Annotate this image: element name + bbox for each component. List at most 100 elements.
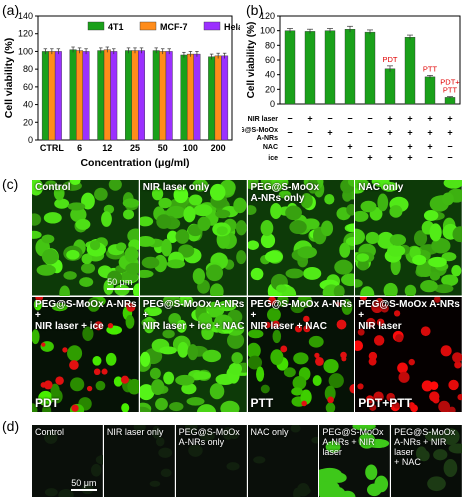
cell-blob bbox=[187, 343, 198, 360]
panel_c-micrograph: PEG@S-MoOx A-NRs + NIR laser + ice PDT bbox=[32, 296, 139, 412]
cell-blob bbox=[252, 456, 265, 464]
condition-sign: + bbox=[387, 153, 392, 163]
bar bbox=[48, 51, 56, 141]
cell-blob bbox=[441, 252, 457, 262]
condition-sign: + bbox=[427, 142, 432, 152]
panel-label-b: (b) bbox=[246, 2, 264, 18]
dead-cell bbox=[355, 339, 364, 351]
cell-blob bbox=[79, 277, 94, 287]
scale-bar-line bbox=[70, 489, 97, 491]
cell-blob bbox=[139, 383, 155, 400]
bar bbox=[69, 49, 77, 141]
cell-blob bbox=[365, 231, 380, 245]
dead-cell bbox=[448, 379, 460, 390]
micrograph-image bbox=[139, 180, 247, 296]
condition-sign: + bbox=[407, 153, 412, 163]
dead-cell bbox=[408, 358, 416, 365]
dead-cell bbox=[369, 403, 377, 411]
y-tick-label: 20 bbox=[265, 84, 275, 94]
condition-sign: − bbox=[447, 153, 452, 163]
dead-cell bbox=[35, 296, 44, 301]
cell-blob bbox=[125, 262, 139, 275]
cell-blob bbox=[260, 220, 273, 237]
dead-cell bbox=[101, 368, 108, 375]
cell-blob bbox=[151, 425, 161, 439]
cell-blob bbox=[285, 268, 304, 279]
dead-cell bbox=[71, 404, 79, 412]
cell-blob bbox=[424, 209, 439, 222]
condition-sign: + bbox=[407, 142, 412, 152]
condition-sign: + bbox=[447, 114, 452, 124]
cell-blob bbox=[70, 206, 87, 223]
cell-blob bbox=[235, 220, 247, 236]
condition-sign: − bbox=[287, 128, 292, 138]
cell-blob bbox=[216, 226, 228, 236]
cell-blob bbox=[124, 246, 139, 263]
cell-blob bbox=[205, 264, 223, 282]
condition-sign: − bbox=[287, 142, 292, 152]
cell-blob bbox=[269, 348, 283, 365]
scale-bar: 50 μm bbox=[70, 478, 97, 491]
dead-cell bbox=[373, 390, 385, 402]
y-tick-label: 60 bbox=[23, 82, 33, 92]
panel_c-micrograph: NIR laser only bbox=[139, 180, 247, 296]
x-tick-label: 50 bbox=[158, 143, 168, 153]
panel_d-micrograph: NAC only bbox=[247, 425, 319, 497]
cell-blob bbox=[32, 402, 38, 412]
cell-blob bbox=[416, 261, 435, 278]
micrograph-image bbox=[247, 296, 355, 412]
cell-blob bbox=[33, 298, 42, 310]
cell-blob bbox=[325, 440, 341, 453]
dead-cell bbox=[394, 309, 401, 317]
cell-blob bbox=[266, 307, 281, 322]
cell-blob bbox=[176, 319, 187, 333]
dead-cell bbox=[438, 400, 451, 412]
condition-sign: − bbox=[327, 153, 332, 163]
micrograph-image bbox=[175, 425, 247, 497]
legend-swatch bbox=[139, 21, 157, 31]
cell-blob bbox=[70, 376, 85, 391]
bar bbox=[221, 55, 229, 141]
y-tick-label: 100 bbox=[18, 46, 33, 56]
legend-swatch bbox=[203, 21, 221, 31]
bar bbox=[304, 31, 316, 105]
cell-blob bbox=[139, 216, 153, 227]
condition-sign: + bbox=[387, 114, 392, 124]
cell-blob bbox=[299, 388, 312, 405]
dead-cell bbox=[336, 319, 346, 329]
cell-blob bbox=[247, 355, 262, 370]
cell-blob bbox=[300, 193, 313, 209]
dead-cell bbox=[366, 317, 376, 328]
cell-blob bbox=[173, 186, 188, 204]
condition-sign: + bbox=[387, 128, 392, 138]
dead-cell bbox=[279, 345, 287, 352]
dead-cell bbox=[440, 344, 452, 356]
cell-blob bbox=[38, 390, 54, 406]
cell-blob bbox=[452, 226, 462, 243]
cell-blob bbox=[355, 210, 369, 222]
panel_d-micrograph: PEG@S-MoOx A-NRs + NIR laser + NAC bbox=[391, 425, 462, 497]
cell-blob bbox=[197, 216, 211, 231]
y-tick-label: 60 bbox=[265, 55, 275, 65]
cell-blob bbox=[192, 180, 208, 192]
condition-sign: − bbox=[287, 114, 292, 124]
cell-blob bbox=[319, 467, 343, 482]
cell-blob bbox=[233, 197, 247, 214]
cell-blob bbox=[292, 375, 306, 390]
cell-blob bbox=[247, 328, 263, 338]
micrograph-label: Control bbox=[35, 427, 65, 437]
cell-blob bbox=[116, 242, 127, 252]
panel_d-micrograph: PEG@S-MoOx A-NRs only bbox=[175, 425, 247, 497]
cell-blob bbox=[81, 253, 93, 265]
cell-blob bbox=[75, 218, 91, 230]
cell-blob bbox=[51, 302, 68, 311]
panel_d-micrograph: NIR laser only bbox=[103, 425, 175, 497]
cell-blob bbox=[377, 231, 395, 249]
cell-blob bbox=[150, 378, 165, 395]
legend-label: MCF-7 bbox=[160, 22, 188, 32]
cell-blob bbox=[322, 358, 339, 373]
dead-cell bbox=[429, 390, 440, 402]
cell-blob bbox=[166, 259, 185, 269]
dead-cell bbox=[357, 328, 365, 336]
bar bbox=[186, 53, 194, 141]
